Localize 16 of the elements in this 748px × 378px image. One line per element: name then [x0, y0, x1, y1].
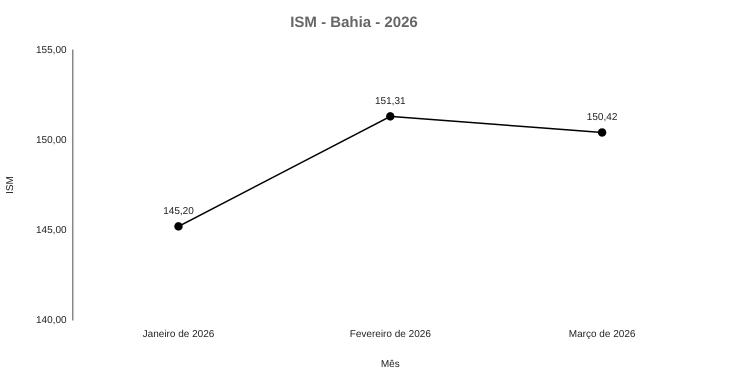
data-label: 151,31 [374, 96, 406, 108]
y-tick-label: 140,00 [36, 314, 68, 326]
x-tick-label: Fevereiro de 2026 [350, 328, 432, 340]
point [386, 112, 395, 121]
y-axis-title: ISM [4, 176, 16, 194]
y-tick-label: 145,00 [36, 224, 68, 236]
x-tick-label: Março de 2026 [568, 328, 636, 340]
data-label: 150,42 [586, 112, 618, 124]
x-tick-label: Janeiro de 2026 [142, 328, 215, 340]
point [598, 128, 606, 137]
x-axis-title: Mês [380, 358, 400, 370]
y-tick-label: 150,00 [36, 134, 68, 146]
chart-title: ISM - Bahia - 2026 [290, 14, 418, 32]
y-tick-label: 155,00 [36, 44, 68, 56]
point [174, 222, 183, 231]
data-label: 145,20 [163, 206, 194, 218]
